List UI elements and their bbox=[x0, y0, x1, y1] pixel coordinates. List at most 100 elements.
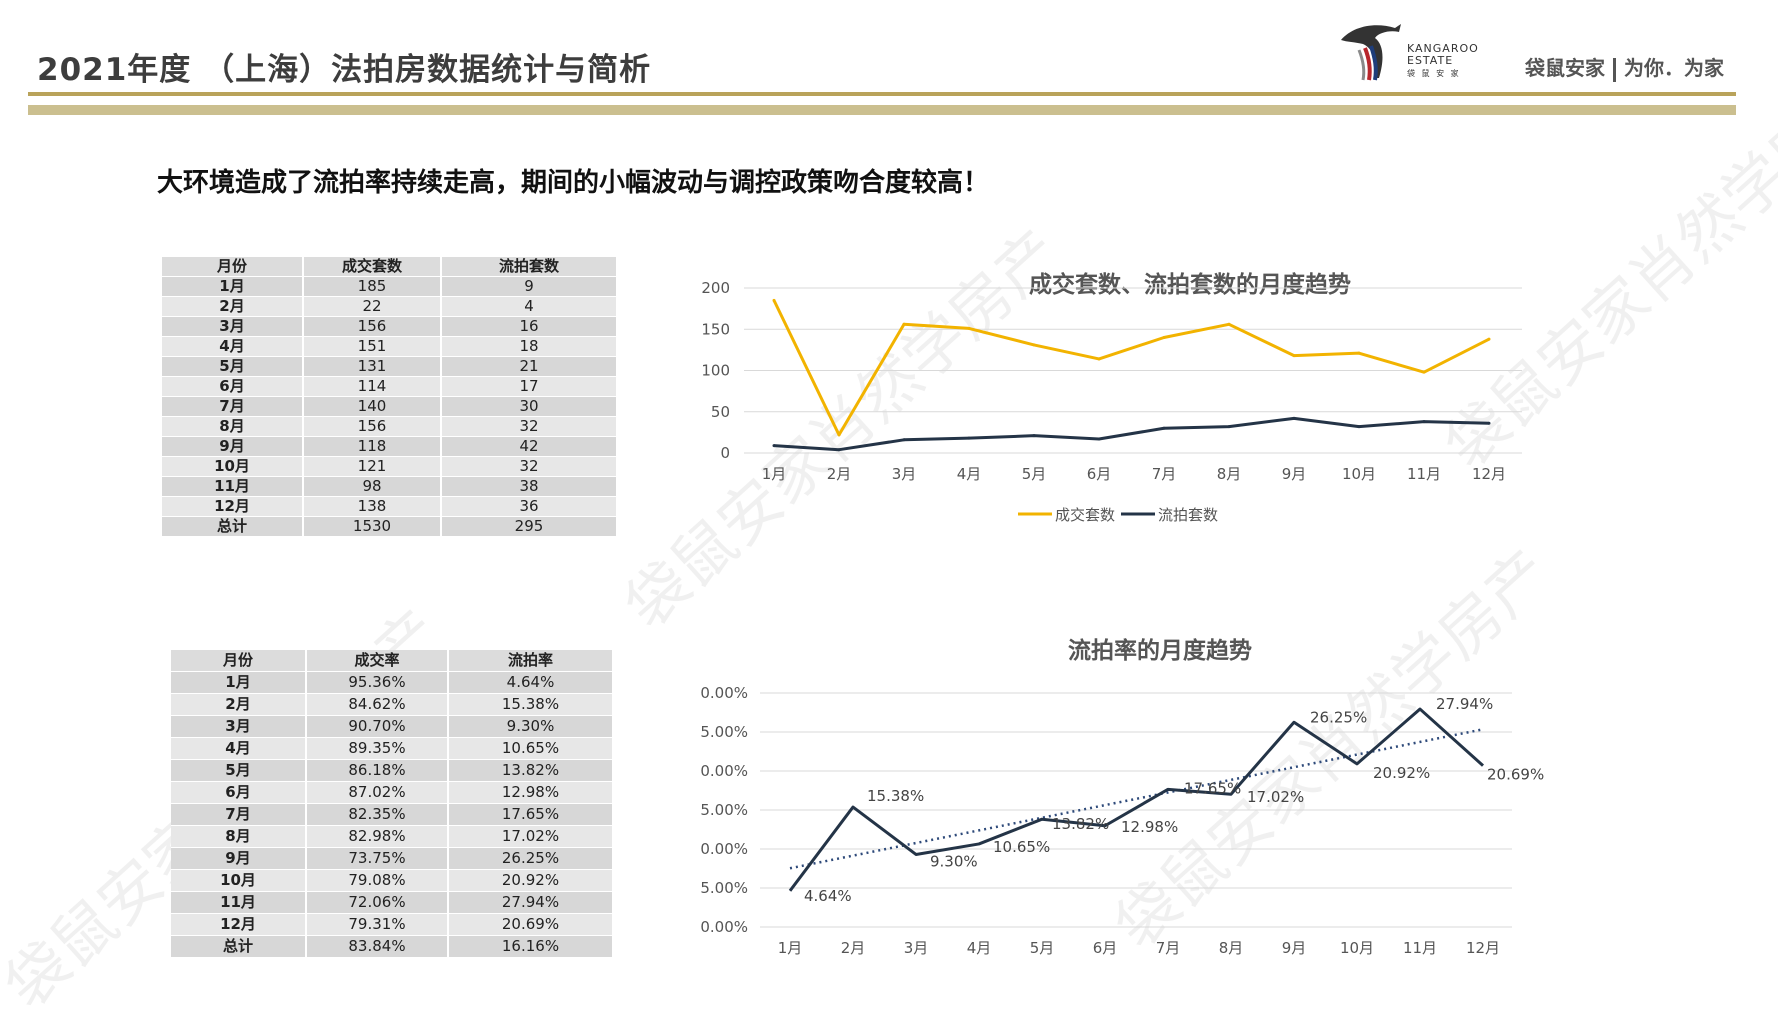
table-row: 7月 82.35% 17.65% bbox=[171, 804, 612, 826]
brand-name: 袋鼠安家 bbox=[1525, 56, 1605, 80]
x-tick-label: 2月 bbox=[827, 465, 852, 483]
legend-label: 流拍套数 bbox=[1158, 506, 1218, 524]
table-cell: 20.69% bbox=[447, 914, 612, 936]
x-axis: 1月 2月 3月 4月 5月 6月 7月 8月 9月 10月 11月 12月 bbox=[778, 939, 1500, 957]
chart-title: 流拍率的月度趋势 bbox=[1068, 637, 1252, 664]
table-cell: 22 bbox=[302, 297, 440, 317]
column-header: 成交套数 bbox=[302, 257, 440, 277]
data-point bbox=[967, 436, 971, 440]
data-label: 17.65% bbox=[1184, 779, 1241, 797]
table-cell: 72.06% bbox=[305, 892, 447, 914]
table-cell: 295 bbox=[440, 517, 616, 537]
row-month: 12月 bbox=[171, 914, 305, 936]
trendline bbox=[789, 728, 1484, 870]
table-row: 5月 131 21 bbox=[162, 357, 616, 377]
data-point bbox=[1097, 437, 1101, 441]
table-row: 10月 79.08% 20.92% bbox=[171, 870, 612, 892]
table-cell: 20.92% bbox=[447, 870, 612, 892]
table-cell: 15.38% bbox=[447, 694, 612, 716]
table-cell: 17 bbox=[440, 377, 616, 397]
table-cell: 16.16% bbox=[447, 936, 612, 958]
y-tick-label: 150 bbox=[701, 320, 730, 338]
series-line bbox=[788, 707, 1485, 892]
data-point bbox=[1227, 322, 1231, 326]
row-month: 5月 bbox=[162, 357, 302, 377]
table-cell: 10.65% bbox=[447, 738, 612, 760]
table-cell: 17.65% bbox=[447, 804, 612, 826]
series-lines bbox=[788, 707, 1485, 892]
table-cell: 32 bbox=[440, 457, 616, 477]
table-row: 9月 118 42 bbox=[162, 437, 616, 457]
data-point bbox=[1357, 351, 1361, 355]
row-month: 6月 bbox=[171, 782, 305, 804]
table-cell: 27.94% bbox=[447, 892, 612, 914]
table-cell: 140 bbox=[302, 397, 440, 417]
x-tick-label: 3月 bbox=[904, 939, 929, 957]
logo-text-cn: 袋 鼠 安 家 bbox=[1407, 69, 1461, 78]
legend-label: 成交套数 bbox=[1055, 506, 1115, 524]
table-row: 10月 121 32 bbox=[162, 457, 616, 477]
x-tick-label: 8月 bbox=[1219, 939, 1244, 957]
table-cell: 84.62% bbox=[305, 694, 447, 716]
data-label: 17.02% bbox=[1247, 788, 1304, 806]
table-cell: 79.08% bbox=[305, 870, 447, 892]
x-axis: 1月 2月 3月 4月 5月 6月 7月 8月 9月 10月 11月 12月 bbox=[762, 465, 1506, 483]
x-tick-label: 3月 bbox=[892, 465, 917, 483]
data-label: 26.25% bbox=[1310, 708, 1367, 726]
data-point bbox=[1227, 425, 1231, 429]
data-point bbox=[1357, 425, 1361, 429]
table-cell: 82.98% bbox=[305, 826, 447, 848]
table-cell: 42 bbox=[440, 437, 616, 457]
rate-trend-chart: 流拍率的月度趋势 0.00% 5.00% 10.00% 15.00% 20.00% 25.… bbox=[700, 637, 1544, 957]
data-point bbox=[1032, 343, 1036, 347]
data-point bbox=[1032, 434, 1036, 438]
row-month: 2月 bbox=[162, 297, 302, 317]
table-cell: 1530 bbox=[302, 517, 440, 537]
table-row: 总计 1530 295 bbox=[162, 517, 616, 537]
table-row: 11月 98 38 bbox=[162, 477, 616, 497]
row-month: 11月 bbox=[162, 477, 302, 497]
column-header: 月份 bbox=[171, 650, 305, 672]
table-row: 4月 89.35% 10.65% bbox=[171, 738, 612, 760]
row-month: 10月 bbox=[171, 870, 305, 892]
data-point bbox=[772, 298, 776, 302]
column-header: 流拍率 bbox=[447, 650, 612, 672]
slogan: 为你．为家 bbox=[1624, 56, 1724, 80]
table-row: 1月 185 9 bbox=[162, 277, 616, 297]
data-point bbox=[902, 322, 906, 326]
x-tick-label: 9月 bbox=[1282, 465, 1307, 483]
table-cell: 36 bbox=[440, 497, 616, 517]
x-tick-label: 11月 bbox=[1407, 465, 1441, 483]
table-row: 3月 156 16 bbox=[162, 317, 616, 337]
chart-legend: 成交套数 流拍套数 bbox=[1018, 506, 1218, 524]
data-label: 20.92% bbox=[1373, 764, 1430, 782]
row-month: 1月 bbox=[171, 672, 305, 694]
data-label: 12.98% bbox=[1121, 818, 1178, 836]
row-month: 7月 bbox=[162, 397, 302, 417]
table-cell: 16 bbox=[440, 317, 616, 337]
series-line bbox=[773, 416, 1490, 452]
table-row: 11月 72.06% 27.94% bbox=[171, 892, 612, 914]
row-month: 9月 bbox=[171, 848, 305, 870]
table-cell: 26.25% bbox=[447, 848, 612, 870]
table-row: 4月 151 18 bbox=[162, 337, 616, 357]
table-cell: 9.30% bbox=[447, 716, 612, 738]
x-tick-label: 5月 bbox=[1022, 465, 1047, 483]
data-point bbox=[1097, 357, 1101, 361]
chart-grid bbox=[760, 692, 1512, 928]
series-lines bbox=[772, 298, 1491, 452]
table-cell: 82.35% bbox=[305, 804, 447, 826]
table-cell: 9 bbox=[440, 277, 616, 297]
table-cell: 18 bbox=[440, 337, 616, 357]
row-month: 3月 bbox=[171, 716, 305, 738]
x-tick-label: 6月 bbox=[1093, 939, 1118, 957]
y-tick-label: 0.00% bbox=[700, 918, 748, 936]
row-month: 总计 bbox=[171, 936, 305, 958]
table-row: 2月 22 4 bbox=[162, 297, 616, 317]
row-month: 7月 bbox=[171, 804, 305, 826]
data-point bbox=[1422, 370, 1426, 374]
row-month: 6月 bbox=[162, 377, 302, 397]
table-cell: 121 bbox=[302, 457, 440, 477]
y-tick-label: 30.00% bbox=[700, 684, 748, 702]
table-cell: 21 bbox=[440, 357, 616, 377]
